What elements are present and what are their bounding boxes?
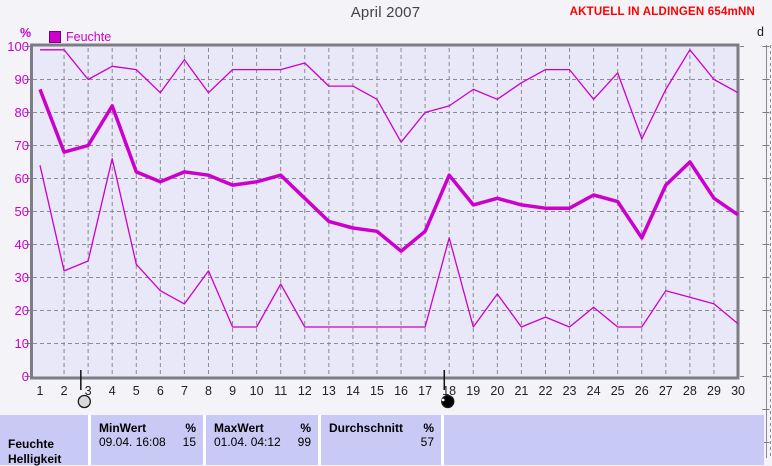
x-tick-label: 24 [587,384,601,398]
x-tick-label: 9 [229,384,236,398]
y-tick-label: 50 [15,204,29,219]
x-tick-label: 6 [157,384,164,398]
right-panel-axis-label: d [757,25,764,39]
status-label: AKTUELL IN ALDINGEN 654mNN [569,6,755,18]
chart-frame [30,43,740,380]
x-tick-label: 21 [514,384,528,398]
y-tick-label: 80 [15,105,29,120]
x-tick-label: 27 [659,384,673,398]
stats-table: Feuchte Helligkeit MinWert % 09.04. 16:0… [0,415,764,466]
y-tick-label: 0 [22,369,29,384]
y-tick-label: 60 [15,171,29,186]
minwert-value: 15 [182,435,196,449]
x-tick-label: 29 [707,384,721,398]
maxwert-unit: % [300,421,311,435]
row-label-next: Helligkeit [8,452,62,466]
x-tick-label: 2 [61,384,68,398]
maxwert-date: 01.04. 04:12 [214,435,281,449]
y-axis-unit-label: % [20,26,32,40]
x-tick-label: 4 [109,384,116,398]
minwert-unit: % [185,421,196,435]
durchschnitt-value: 57 [420,435,434,449]
x-tick-label: 5 [133,384,140,398]
minwert-date: 09.04. 16:08 [99,435,166,449]
page-title: April 2007 [350,4,421,21]
legend-label: Feuchte [66,30,112,44]
x-tick-label: 22 [539,384,553,398]
durchschnitt-unit: % [423,421,434,435]
x-tick-label: 25 [611,384,625,398]
avg-line [38,88,739,253]
x-tick-label: 15 [370,384,384,398]
table-cell-empty [444,415,764,465]
x-tick-label: 28 [683,384,697,398]
table-row-label-cell: Feuchte Helligkeit [0,415,88,466]
x-tick-label: 23 [563,384,577,398]
y-tick-label: 30 [15,270,29,285]
x-tick-label: 20 [490,384,504,398]
x-tick-label: 1 [37,384,44,398]
x-tick-label: 18 [442,384,456,398]
min-line [39,158,739,328]
y-tick-label: 100 [7,40,29,54]
durchschnitt-header: Durchschnitt [329,421,404,435]
x-tick-label: 7 [181,384,188,398]
x-tick-label: 3 [85,384,92,398]
full-moon-icon [77,394,91,409]
y-tick-label: 70 [15,138,29,153]
new-moon-icon [441,394,455,409]
x-tick-label: 13 [322,384,336,398]
maxwert-value: 99 [297,435,311,449]
x-tick-label: 16 [394,384,408,398]
table-cell-minwert: MinWert % 09.04. 16:08 15 [91,415,203,465]
y-tick-label: 10 [15,336,29,351]
y-tick-label: 90 [15,72,29,87]
x-tick-label: 26 [635,384,649,398]
table-cell-maxwert: MaxWert % 01.04. 04:12 99 [206,415,318,465]
legend-swatch-icon [49,31,61,43]
max-line [40,49,739,143]
x-tick-label: 14 [346,384,360,398]
y-tick-label: 40 [15,237,29,252]
y-tick-label: 20 [15,303,29,318]
x-tick-label: 19 [466,384,480,398]
row-label-feuchte: Feuchte [8,437,55,451]
legend: Feuchte [49,30,111,44]
x-tick-label: 11 [274,384,287,398]
maxwert-header: MaxWert [214,421,264,435]
x-tick-label: 17 [418,384,432,398]
minwert-header: MinWert [99,421,147,435]
x-tick-label: 8 [205,384,212,398]
moon-crescent [441,398,445,402]
table-cell-durchschnitt: Durchschnitt % 57 [321,415,441,465]
x-tick-label: 12 [298,384,312,398]
x-tick-label: 30 [731,384,745,398]
x-tick-label: 10 [250,384,264,398]
